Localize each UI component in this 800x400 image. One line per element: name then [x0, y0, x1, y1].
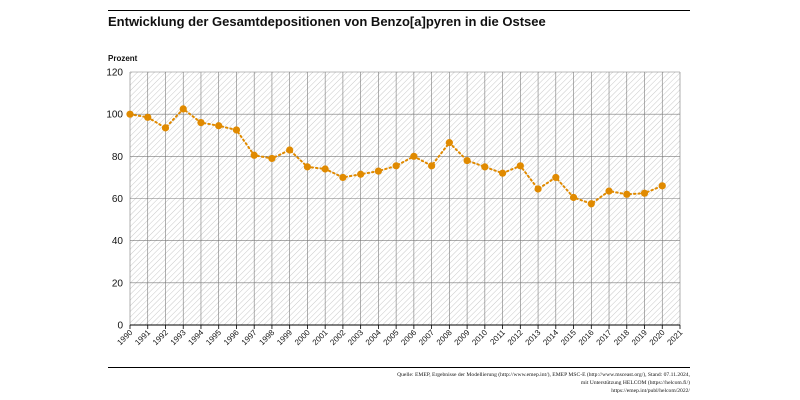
data-point-2007: [428, 162, 436, 170]
x-tick-label: 2007: [417, 328, 436, 347]
data-point-1991: [144, 113, 152, 121]
grid-lines: [129, 71, 681, 326]
x-tick-label: 2006: [399, 328, 418, 347]
x-tick-label: 2013: [524, 328, 543, 347]
source-line-2: mit Unterstützung HELCOM (https://helcom…: [580, 380, 690, 386]
x-tick-label: 2004: [364, 328, 383, 347]
x-tick-label: 2018: [612, 328, 631, 347]
x-tick-label: 2009: [453, 328, 472, 347]
data-point-1998: [268, 154, 276, 163]
data-point-2018: [623, 190, 631, 198]
data-point-2003: [357, 170, 365, 178]
x-tick-label: 1991: [133, 328, 152, 347]
data-point-1994: [197, 119, 205, 127]
data-point-2015: [569, 193, 578, 202]
y-tick-label: 60: [112, 194, 124, 205]
data-point-2001: [321, 165, 329, 173]
source-note: Quelle: EMEP, Ergebnisse der Modellierun…: [397, 371, 690, 395]
chart-title: Entwicklung der Gesamtdepositionen von B…: [108, 14, 546, 29]
data-point-1992: [161, 124, 170, 132]
data-point-2012: [516, 162, 524, 170]
x-tick-label: 2010: [470, 328, 489, 347]
source-line-1: Quelle: EMEP, Ergebnisse der Modellierun…: [397, 372, 690, 378]
data-point-1999: [286, 146, 294, 154]
x-tick-label: 2015: [559, 328, 578, 347]
data-point-1995: [215, 122, 223, 130]
data-point-2011: [498, 169, 507, 177]
x-tick-label: 1997: [240, 328, 259, 347]
x-tick-label: 1996: [222, 328, 241, 347]
x-tick-label: 2021: [665, 328, 684, 347]
x-tick-label: 2001: [311, 328, 330, 347]
data-point-2014: [552, 173, 560, 182]
y-tick-label: 0: [117, 321, 123, 332]
x-tick-label: 2020: [648, 328, 667, 347]
data-point-2004: [374, 167, 382, 175]
data-point-2010: [481, 163, 489, 171]
data-point-2002: [339, 173, 347, 182]
data-point-2013: [534, 185, 542, 193]
y-tick-label: 80: [112, 152, 124, 163]
data-point-1996: [232, 126, 241, 134]
data-series: [126, 105, 666, 208]
x-tick-label: 2019: [630, 328, 649, 347]
y-axis-unit-label: Prozent: [108, 54, 138, 63]
data-point-1990: [126, 110, 134, 118]
y-tick-label: 20: [112, 278, 124, 289]
x-tick-label: 2002: [328, 328, 347, 347]
x-tick-label: 1998: [257, 328, 276, 347]
x-tick-label: 2017: [594, 328, 613, 347]
data-point-2000: [303, 163, 312, 171]
x-tick-label: 2014: [541, 328, 560, 347]
x-tick-label: 1993: [169, 328, 188, 347]
x-tick-label: 1992: [151, 328, 170, 347]
data-point-2019: [640, 189, 649, 197]
x-tick-label: 2003: [346, 328, 365, 347]
data-point-2016: [587, 200, 595, 208]
data-point-2005: [392, 162, 400, 170]
top-rule: [108, 10, 690, 11]
y-tick-label: 120: [106, 68, 123, 79]
x-tick-label: 2011: [488, 328, 507, 347]
x-tick-label: 2016: [577, 328, 596, 347]
data-point-2009: [463, 156, 471, 165]
x-tick-label: 1994: [186, 328, 205, 347]
x-tick-label: 2012: [506, 328, 525, 347]
data-point-2020: [658, 182, 666, 190]
source-line-3: https://emep.int/publ/helcom/2022/: [611, 388, 690, 394]
data-point-2017: [605, 187, 613, 195]
bottom-rule: [108, 367, 690, 368]
x-tick-label: 1995: [204, 328, 223, 347]
x-tick-label: 2000: [293, 328, 312, 347]
x-tick-label: 1999: [275, 328, 294, 347]
data-point-1997: [250, 151, 258, 159]
x-tick-label: 2005: [382, 328, 401, 347]
y-tick-label: 100: [106, 110, 123, 121]
data-point-2008: [445, 139, 453, 147]
x-tick-label: 2008: [435, 328, 454, 347]
y-tick-label: 40: [112, 236, 124, 247]
data-point-1993: [179, 105, 187, 113]
data-point-2006: [410, 152, 418, 160]
